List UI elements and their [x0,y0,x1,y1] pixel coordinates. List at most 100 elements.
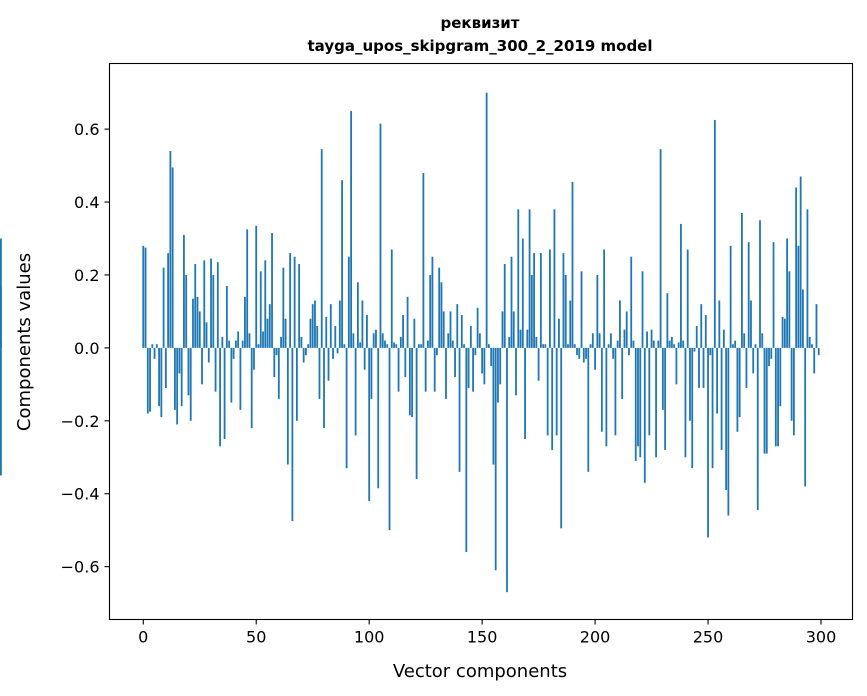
bar [219,347,221,447]
bar [153,347,156,359]
bar [320,149,323,348]
bar [603,249,606,348]
bar [741,212,743,348]
bar [802,289,804,348]
bar [786,238,789,348]
bar [607,344,610,348]
bar [811,344,813,348]
bar [311,304,314,348]
y-tick-label: 0.2 [74,266,99,285]
bar [535,336,538,348]
bar [384,340,386,348]
bar [363,347,366,370]
bar [431,256,434,348]
bar [201,347,203,385]
bar [743,333,746,348]
bar [725,347,728,491]
bar [768,347,770,367]
bar [736,347,739,432]
bar [413,318,416,348]
bar [221,336,224,348]
bar [336,347,339,354]
bar [393,342,395,348]
bar [652,340,655,348]
bar [300,336,303,348]
bar [275,347,278,356]
bar [244,296,246,348]
bar [792,347,795,436]
bar [268,304,271,348]
bar [325,316,328,348]
bar [573,344,576,348]
bar [253,347,255,370]
bar [641,271,644,348]
bar [551,347,554,450]
chart-title: реквизит [440,14,519,32]
bar [474,347,477,356]
x-axis-ticks: 0 50 100 150 200 250 300 [138,619,836,647]
bar [481,347,484,374]
bar [194,264,197,348]
bar [578,347,581,359]
bar [564,274,567,348]
bar [223,347,226,440]
bar [704,315,707,348]
bar [205,322,208,348]
bar [354,347,357,436]
bars-group [0,92,820,593]
bar [661,347,664,410]
bar [318,347,321,399]
x-tick-label: 50 [246,628,266,647]
bar [255,225,258,348]
bar [427,340,429,348]
bar [623,329,626,348]
bar [718,300,721,348]
x-tick-label: 150 [467,628,498,647]
bar [580,271,583,348]
bar [560,347,563,529]
bar [731,344,734,348]
bar [334,326,337,348]
chart-subtitle: tayga_upos_skipgram_300_2_2019 model [308,37,653,55]
bar [368,347,371,502]
bar [196,296,199,348]
bar [329,304,332,348]
bar [388,347,391,531]
bar [309,318,312,348]
bar [239,347,242,410]
bar [497,347,499,403]
bar [628,347,630,356]
bar [183,234,185,348]
bar [408,347,411,416]
bar [619,300,621,348]
bar [533,253,535,348]
bar [553,209,556,348]
bar [327,347,330,381]
bar [248,333,251,348]
bar [664,347,667,450]
bar [429,274,432,348]
bar [454,347,456,378]
bar [379,123,382,348]
bar [558,318,560,348]
bar [707,347,709,538]
bar [442,311,445,348]
bar [289,253,292,348]
bar [668,340,671,348]
bar [501,311,504,348]
bar [750,300,752,348]
bar [508,336,511,348]
bar [761,333,764,348]
bar [232,347,235,359]
bar [169,151,172,348]
bar [171,167,174,348]
bar [395,344,398,348]
bar [643,347,646,483]
bar [323,347,325,429]
bar [521,238,524,348]
x-tick-label: 200 [580,628,611,647]
bar [264,260,267,348]
bar [799,176,802,348]
bar [370,347,373,399]
bar [158,347,160,407]
